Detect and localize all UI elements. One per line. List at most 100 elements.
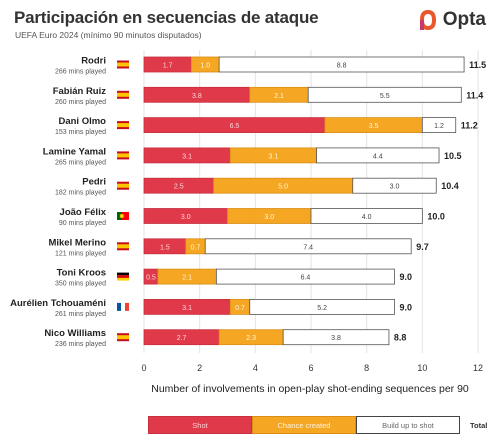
bar-build-up-label: 4.0 (362, 214, 372, 221)
player-name: João Félix (60, 207, 107, 218)
bar-chance-created-label: 5.0 (278, 184, 288, 191)
bar-chance-created-label: 3.0 (264, 214, 274, 221)
flag-france-icon (117, 302, 129, 311)
bar-build-up-label: 1.2 (434, 123, 444, 130)
opta-logo-icon (419, 10, 436, 30)
bar-build-up-label: 8.8 (337, 63, 347, 70)
x-tick-label: 10 (417, 363, 427, 373)
player-name: Fabián Ruiz (53, 86, 107, 97)
bar-chance-created-label: 2.1 (274, 93, 284, 100)
bar-total-label: 8.8 (394, 333, 407, 343)
flag-spain-icon (117, 181, 129, 190)
bar-build-up (204, 238, 412, 255)
player-name: Aurélien Tchouaméni (10, 298, 106, 309)
bar-shot-label: 3.1 (182, 305, 192, 312)
x-tick-label: 0 (141, 363, 146, 373)
player-minutes: 121 mins played (55, 250, 106, 257)
bar-build-up (352, 177, 437, 194)
bar-total-label: 11.5 (469, 60, 486, 70)
bar-chance-created-label: 1.0 (200, 63, 210, 70)
bar-total-label: 10.0 (427, 212, 445, 222)
player-name: Nico Williams (44, 328, 106, 339)
bar-shot-label: 3.0 (181, 214, 191, 221)
flag-spain-icon (117, 242, 129, 251)
bar-build-up-label: 3.8 (331, 335, 341, 342)
flag-germany-icon (117, 272, 129, 281)
bar-build-up-label: 4.4 (373, 153, 383, 160)
bar-build-up-label: 5.5 (380, 93, 390, 100)
player-name: Dani Olmo (58, 116, 106, 127)
legend-build-up: Build up to shot (356, 416, 460, 434)
bar-build-up-label: 7.4 (303, 244, 313, 251)
x-tick-label: 4 (253, 363, 258, 373)
bar-build-up-label: 6.4 (301, 275, 311, 282)
bar-total-label: 10.4 (441, 181, 459, 191)
bar-build-up (316, 147, 440, 164)
player-minutes: 236 mins played (55, 341, 106, 348)
bar-total-label: 9.7 (416, 242, 429, 252)
bar-total-label: 11.4 (466, 90, 483, 100)
bar-shot-label: 1.5 (160, 244, 170, 251)
bar-chance-created-label: 3.1 (269, 153, 279, 160)
player-minutes: 265 mins played (55, 159, 106, 166)
bar-build-up (215, 268, 395, 285)
bar-build-up (310, 208, 423, 224)
legend: Shot Chance created Build up to shot Tot… (148, 416, 487, 434)
player-name: Mikel Merino (48, 237, 106, 248)
bar-build-up-label: 3.0 (390, 184, 400, 191)
legend-shot: Shot (148, 416, 252, 434)
bar-total-label: 9.0 (400, 272, 413, 282)
legend-total: Total (470, 420, 488, 430)
bar-chance-created-label: 2.1 (182, 275, 192, 282)
bar-total-label: 9.0 (400, 302, 413, 312)
x-tick-label: 12 (473, 363, 483, 373)
flag-spain-icon (117, 121, 129, 130)
bar-chance-created-label: 0.7 (191, 244, 201, 251)
bar-shot-label: 0.5 (146, 275, 156, 282)
bar-shot-label: 6.5 (230, 123, 240, 130)
x-axis-label: Number of involvements in open-play shot… (151, 383, 469, 395)
bar-build-up (282, 329, 390, 346)
flag-spain-icon (117, 90, 129, 99)
x-tick-label: 8 (364, 363, 369, 373)
bar-total-label: 10.5 (444, 151, 462, 161)
bar-shot-label: 3.1 (182, 153, 192, 160)
player-name: Rodri (81, 56, 106, 67)
bar-build-up (249, 298, 395, 315)
chart-subtitle: UEFA Euro 2024 (mínimo 90 minutos disput… (15, 30, 202, 40)
bar-build-up (421, 117, 457, 133)
flag-spain-icon (117, 333, 129, 342)
player-minutes: 261 mins played (55, 311, 106, 318)
bar-shot-label: 1.7 (163, 63, 173, 70)
x-tick-label: 6 (308, 363, 313, 373)
flag-spain-icon (117, 60, 129, 69)
chart-title: Participación en secuencias de ataque (14, 8, 319, 27)
player-minutes: 90 mins played (59, 220, 106, 227)
player-minutes: 182 mins played (55, 190, 106, 197)
bar-shot-label: 2.5 (174, 184, 184, 191)
opta-logo-text: Opta (442, 9, 486, 30)
flag-portugal-icon (117, 212, 129, 220)
bar-chance-created-label: 3.5 (369, 123, 379, 130)
player-minutes: 260 mins played (55, 99, 106, 106)
player-minutes: 266 mins played (55, 69, 106, 76)
bar-chance-created-label: 0.7 (235, 305, 245, 312)
player-name: Lamine Yamal (43, 146, 106, 157)
bar-chance-created-label: 2.3 (246, 335, 256, 342)
bar-build-up (218, 56, 465, 73)
legend-chance-created: Chance created (252, 416, 356, 434)
opta-logo: Opta (418, 8, 486, 32)
bar-build-up (307, 86, 462, 103)
player-name: Pedri (82, 177, 106, 188)
bar-shot-label: 3.8 (192, 93, 202, 100)
player-minutes: 153 mins played (55, 129, 106, 136)
flag-spain-icon (117, 151, 129, 160)
bar-shot-label: 2.7 (177, 335, 187, 342)
player-minutes: 350 mins played (55, 281, 106, 288)
player-name: Toni Kroos (57, 268, 106, 279)
x-tick-label: 2 (197, 363, 202, 373)
bar-total-label: 11.2 (461, 121, 478, 131)
bar-build-up-label: 5.2 (317, 305, 327, 312)
